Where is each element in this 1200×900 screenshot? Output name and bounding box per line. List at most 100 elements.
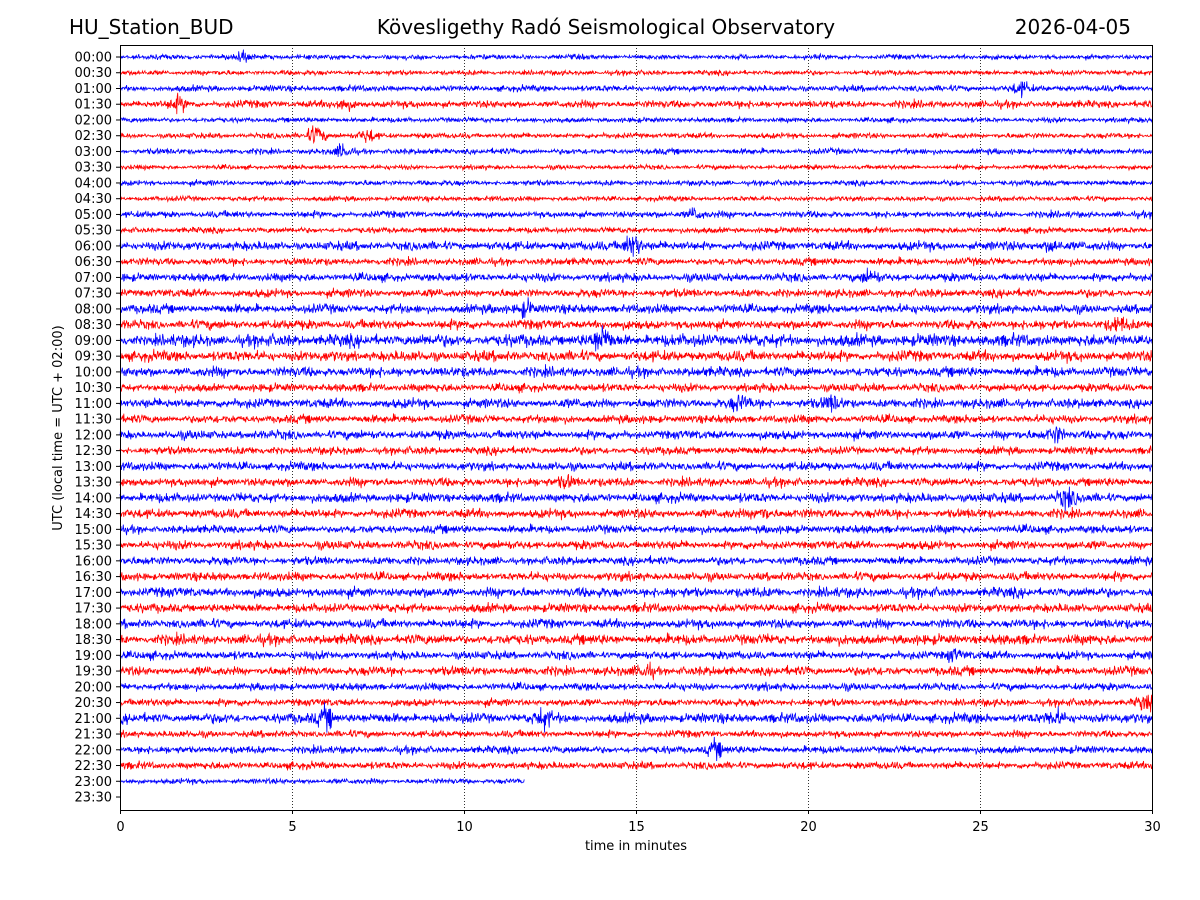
trace-20:00	[119, 681, 1153, 693]
y-axis-label: UTC (local time = UTC + 02:00)	[51, 325, 66, 530]
trace-15:00	[119, 523, 1153, 536]
y-tick-label-06:30: 06:30	[75, 255, 112, 270]
x-tick-label-20: 20	[800, 820, 817, 835]
trace-21:00	[119, 702, 1153, 733]
y-tick-label-22:00: 22:00	[75, 743, 112, 758]
y-tick-label-07:00: 07:00	[75, 271, 112, 286]
trace-19:00	[119, 648, 1153, 664]
y-tick-label-17:00: 17:00	[75, 586, 112, 601]
trace-00:30	[119, 68, 1153, 77]
trace-07:30	[119, 287, 1153, 299]
trace-12:00	[119, 426, 1153, 444]
trace-17:00	[119, 585, 1153, 600]
y-tick-label-06:00: 06:00	[75, 239, 112, 254]
y-tick-label-03:00: 03:00	[75, 145, 112, 160]
trace-03:00	[119, 143, 1153, 158]
y-tick-label-22:30: 22:30	[75, 759, 112, 774]
trace-09:30	[119, 348, 1153, 364]
y-tick-label-17:30: 17:30	[75, 602, 112, 617]
y-tick-label-20:00: 20:00	[75, 680, 112, 695]
trace-05:00	[119, 207, 1153, 220]
y-tick-label-01:00: 01:00	[75, 82, 112, 97]
trace-09:00	[119, 325, 1153, 352]
trace-00:00	[119, 49, 1153, 63]
y-tick-label-10:30: 10:30	[75, 381, 112, 396]
trace-06:00	[119, 235, 1153, 257]
y-tick-label-23:00: 23:00	[75, 775, 112, 790]
y-tick-label-08:30: 08:30	[75, 318, 112, 333]
y-tick-label-03:30: 03:30	[75, 161, 112, 176]
y-tick-label-00:00: 00:00	[75, 51, 112, 66]
grid-lines	[292, 45, 981, 810]
trace-12:30	[119, 445, 1153, 457]
y-tick-label-13:30: 13:30	[75, 476, 112, 491]
trace-11:00	[119, 394, 1153, 413]
trace-04:30	[119, 194, 1153, 204]
y-tick-label-12:30: 12:30	[75, 444, 112, 459]
y-tick-label-04:00: 04:00	[75, 176, 112, 191]
y-tick-label-08:00: 08:00	[75, 302, 112, 317]
trace-02:30	[119, 125, 1153, 145]
trace-13:30	[119, 473, 1153, 490]
y-tick-label-19:00: 19:00	[75, 649, 112, 664]
y-tick-label-21:30: 21:30	[75, 728, 112, 743]
y-tick-label-16:30: 16:30	[75, 570, 112, 585]
trace-06:30	[119, 255, 1153, 267]
y-tick-label-07:30: 07:30	[75, 287, 112, 302]
trace-08:30	[119, 316, 1153, 332]
plot-frame	[120, 45, 1153, 811]
y-tick-label-02:30: 02:30	[75, 129, 112, 144]
chart-title: Kövesligethy Radó Seismological Observat…	[376, 15, 836, 39]
trace-05:30	[119, 226, 1153, 235]
x-tick-label-0: 0	[116, 820, 124, 835]
traces	[119, 49, 1153, 786]
y-tick-label-11:30: 11:30	[75, 413, 112, 428]
trace-21:30	[119, 729, 1153, 739]
trace-01:30	[119, 92, 1152, 115]
y-tick-label-15:00: 15:00	[75, 523, 112, 538]
trace-07:00	[119, 267, 1153, 284]
y-tick-label-14:00: 14:00	[75, 491, 112, 506]
trace-17:30	[119, 601, 1153, 614]
trace-22:30	[119, 760, 1153, 771]
x-tick-label-10: 10	[456, 820, 473, 835]
y-tick-label-10:00: 10:00	[75, 365, 112, 380]
y-tick-label-09:00: 09:00	[75, 334, 112, 349]
trace-20:30	[119, 694, 1153, 713]
y-tick-label-20:30: 20:30	[75, 696, 112, 711]
y-tick-label-21:00: 21:00	[75, 712, 112, 727]
x-axis-ticks: 0 5 10 15 20 25 30	[116, 810, 1161, 835]
trace-11:30	[119, 413, 1153, 426]
y-tick-label-05:00: 05:00	[75, 208, 112, 223]
station-name: HU_Station_BUD	[69, 15, 234, 39]
trace-10:00	[119, 364, 1153, 380]
y-tick-label-18:30: 18:30	[75, 633, 112, 648]
trace-02:00	[119, 115, 1153, 125]
trace-18:30	[119, 631, 1153, 648]
y-tick-label-15:30: 15:30	[75, 539, 112, 554]
x-tick-label-5: 5	[288, 820, 296, 835]
y-tick-label-04:30: 04:30	[75, 192, 112, 207]
trace-03:30	[119, 163, 1153, 172]
y-tick-label-09:30: 09:30	[75, 350, 112, 365]
trace-08:00	[119, 297, 1153, 319]
chart-date: 2026-04-05	[1014, 15, 1131, 39]
y-tick-label-14:30: 14:30	[75, 507, 112, 522]
y-tick-label-01:30: 01:30	[75, 98, 112, 113]
y-tick-label-23:30: 23:30	[75, 791, 112, 806]
trace-16:30	[119, 570, 1153, 583]
trace-19:30	[119, 661, 1153, 681]
x-tick-label-25: 25	[972, 820, 989, 835]
trace-15:30	[119, 539, 1153, 552]
trace-23:00	[119, 776, 525, 786]
y-tick-label-00:30: 00:30	[75, 66, 112, 81]
trace-18:00	[119, 617, 1153, 631]
y-tick-label-18:00: 18:00	[75, 617, 112, 632]
y-tick-label-13:00: 13:00	[75, 460, 112, 475]
y-tick-label-11:00: 11:00	[75, 397, 112, 412]
trace-04:00	[119, 178, 1153, 188]
y-tick-label-19:30: 19:30	[75, 665, 112, 680]
trace-10:30	[119, 381, 1153, 394]
y-tick-label-16:00: 16:00	[75, 554, 112, 569]
trace-22:00	[119, 736, 1153, 762]
